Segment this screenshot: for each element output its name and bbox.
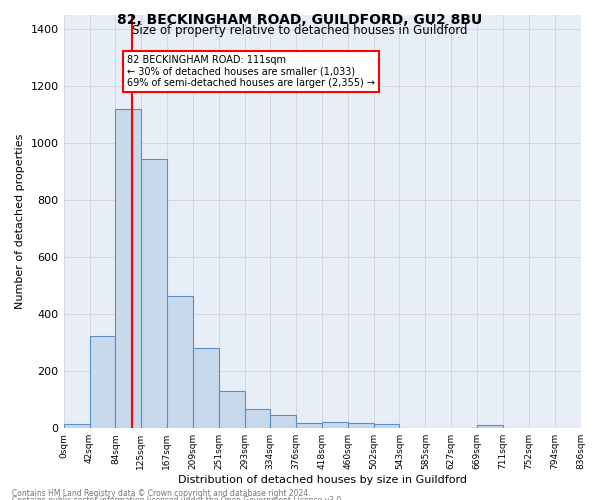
Bar: [322, 422, 348, 428]
Bar: [167, 296, 193, 428]
Text: 82 BECKINGHAM ROAD: 111sqm
← 30% of detached houses are smaller (1,033)
69% of s: 82 BECKINGHAM ROAD: 111sqm ← 30% of deta…: [127, 55, 375, 88]
X-axis label: Distribution of detached houses by size in Guildford: Distribution of detached houses by size …: [178, 475, 467, 485]
Bar: [64, 424, 89, 428]
Text: Contains HM Land Registry data © Crown copyright and database right 2024.: Contains HM Land Registry data © Crown c…: [12, 488, 311, 498]
Bar: [219, 391, 245, 428]
Bar: [141, 159, 167, 428]
Text: 82, BECKINGHAM ROAD, GUILDFORD, GU2 8BU: 82, BECKINGHAM ROAD, GUILDFORD, GU2 8BU: [118, 12, 482, 26]
Bar: [193, 348, 219, 428]
Text: Contains public sector information licensed under the Open Government Licence v3: Contains public sector information licen…: [12, 496, 344, 500]
Bar: [374, 424, 400, 428]
Bar: [89, 336, 115, 428]
Y-axis label: Number of detached properties: Number of detached properties: [15, 134, 25, 310]
Bar: [348, 422, 374, 428]
Bar: [296, 422, 322, 428]
Bar: [115, 109, 141, 428]
Bar: [270, 416, 296, 428]
Bar: [477, 425, 503, 428]
Bar: [245, 409, 270, 428]
Text: Size of property relative to detached houses in Guildford: Size of property relative to detached ho…: [132, 24, 468, 37]
